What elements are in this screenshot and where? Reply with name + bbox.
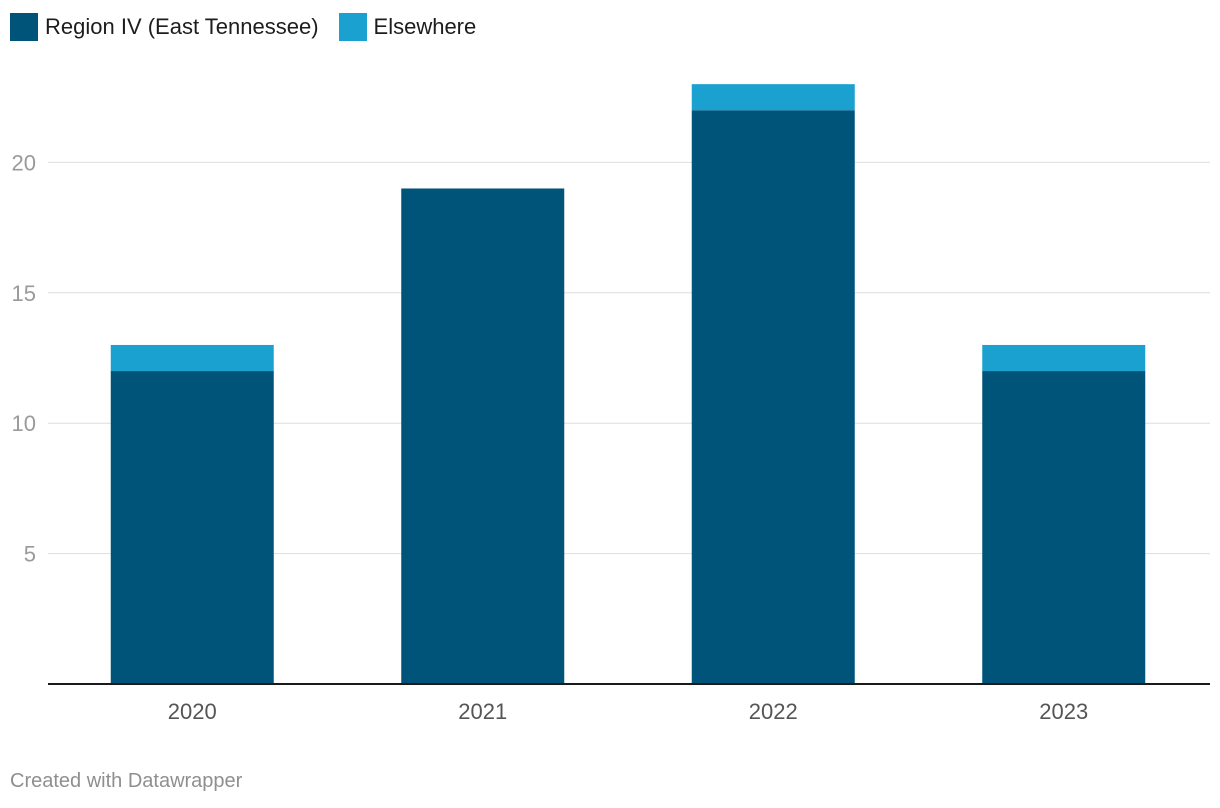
x-tick-label-2023: 2023 xyxy=(1039,699,1088,724)
x-tick-label-2020: 2020 xyxy=(168,699,217,724)
bar-2020-elsewhere xyxy=(110,344,274,372)
legend-swatch-elsewhere xyxy=(338,13,367,41)
bar-2022-region-iv xyxy=(691,110,855,685)
bar-2021-region-iv xyxy=(401,188,565,685)
y-tick-label-5: 5 xyxy=(24,542,36,567)
x-tick-label-2022: 2022 xyxy=(749,699,798,724)
bar-2020-region-iv xyxy=(110,371,274,684)
legend-label-elsewhere: Elsewhere xyxy=(373,14,477,39)
legend-item-elsewhere: Elsewhere xyxy=(338,13,477,41)
bar-2023-elsewhere xyxy=(982,344,1146,372)
legend-label-region-iv: Region IV (East Tennessee) xyxy=(45,14,319,39)
legend: Region IV (East Tennessee) Elsewhere xyxy=(10,12,496,42)
bar-2023-region-iv xyxy=(982,371,1146,684)
footer-credit: Created with Datawrapper xyxy=(10,770,243,792)
bar-2022-elsewhere xyxy=(691,84,855,111)
legend-swatch-region-iv xyxy=(10,13,38,41)
legend-item-region-iv: Region IV (East Tennessee) xyxy=(10,13,319,41)
x-tick-label-2021: 2021 xyxy=(458,699,507,724)
y-tick-label-20: 20 xyxy=(12,150,36,175)
y-tick-label-10: 10 xyxy=(12,411,36,436)
y-tick-label-15: 15 xyxy=(12,281,36,306)
